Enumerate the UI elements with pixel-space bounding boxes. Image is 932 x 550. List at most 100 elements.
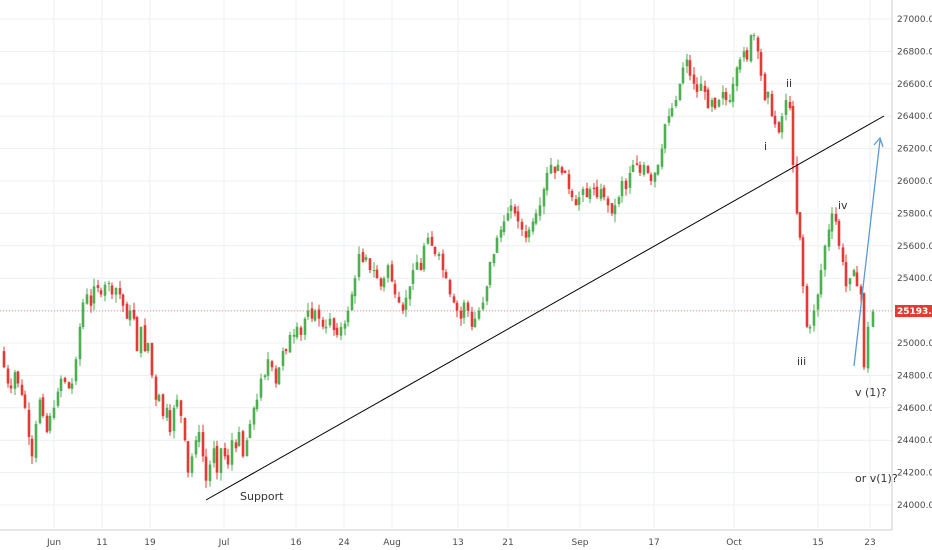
candle-body <box>139 326 143 354</box>
candle-body <box>459 310 463 319</box>
candle-body <box>9 385 13 389</box>
candle <box>292 328 296 344</box>
candle <box>678 83 682 102</box>
candle <box>553 166 557 179</box>
candle <box>473 311 477 328</box>
candle-body <box>306 310 310 317</box>
wave-iii-label: iii <box>797 355 806 368</box>
candle-body <box>52 407 56 418</box>
candle-body <box>357 253 361 277</box>
candle <box>99 287 103 298</box>
candle <box>270 359 274 372</box>
candle-body <box>731 83 735 102</box>
candle-body <box>613 205 617 215</box>
candle <box>215 440 219 480</box>
candle <box>481 296 485 311</box>
candle <box>628 166 632 194</box>
candle <box>777 120 781 134</box>
candle-body <box>570 190 574 198</box>
candle <box>382 276 386 292</box>
candle-body <box>567 174 571 190</box>
candle-body <box>602 187 606 198</box>
candle <box>770 90 774 118</box>
candle <box>670 102 674 118</box>
candle-body <box>332 318 336 331</box>
candle-body <box>321 319 325 327</box>
candle-body <box>175 399 179 407</box>
candle-body <box>48 415 52 431</box>
candle <box>549 157 553 175</box>
candle <box>175 394 179 409</box>
support-trendline <box>205 115 885 501</box>
y-tick-label: 26600.00 <box>897 80 932 90</box>
candle-body <box>110 285 114 295</box>
candle <box>695 77 699 98</box>
y-tick-label: 24600.00 <box>897 404 932 414</box>
candle <box>834 207 838 225</box>
y-tick-label: 26000.00 <box>897 177 932 187</box>
candle-body <box>375 269 379 279</box>
candle-body <box>506 213 510 221</box>
candle-body <box>492 253 496 264</box>
candle-body <box>509 205 513 212</box>
candle-body <box>710 100 714 107</box>
candle-body <box>6 368 10 384</box>
candle <box>538 197 542 221</box>
candle <box>663 123 667 154</box>
candle-body <box>179 400 183 416</box>
candle-body <box>663 124 667 149</box>
candle <box>749 34 753 63</box>
candle-body <box>223 448 227 457</box>
candle-body <box>426 237 430 244</box>
candle <box>531 217 535 235</box>
x-tick-label: 24 <box>338 538 350 548</box>
candle <box>844 254 848 293</box>
wave-iv-label: iv <box>838 199 848 212</box>
y-tick-label: 24800.00 <box>897 371 932 381</box>
candle <box>455 300 459 318</box>
candle-body <box>245 440 249 457</box>
candle-body <box>871 311 875 327</box>
candle-body <box>237 432 241 446</box>
candle-body <box>284 349 288 352</box>
candle-body <box>549 164 553 174</box>
candle-body <box>419 262 423 271</box>
candle <box>274 365 278 388</box>
candle-body <box>78 326 82 360</box>
candle-body <box>263 375 267 378</box>
candle <box>317 304 321 327</box>
candle <box>422 242 426 272</box>
candle <box>63 376 67 384</box>
candle-body <box>841 247 845 262</box>
candle <box>731 77 735 108</box>
candle-body <box>81 302 85 328</box>
x-tick-label: 23 <box>864 538 875 548</box>
candle <box>485 285 489 306</box>
candle-body <box>563 170 567 173</box>
candle-body <box>773 115 777 125</box>
candle-body <box>118 288 122 295</box>
candle-body <box>724 92 728 100</box>
candle-body <box>208 464 212 482</box>
candle-body <box>777 122 781 133</box>
candle <box>808 324 812 334</box>
candle <box>502 215 506 236</box>
candle-body <box>852 270 856 276</box>
x-tick-label: Oct <box>726 538 742 548</box>
candle-body <box>688 60 692 76</box>
candle-body <box>823 245 827 270</box>
candle <box>353 275 357 304</box>
candle-body <box>735 67 739 87</box>
candle-body <box>339 326 343 336</box>
candle-body <box>499 229 503 238</box>
candle <box>404 289 408 317</box>
candle <box>310 301 314 323</box>
candle <box>59 375 63 398</box>
candle <box>871 309 875 328</box>
candle-body <box>660 148 664 167</box>
candle-body <box>610 203 614 214</box>
candle <box>183 417 187 442</box>
candle <box>437 251 441 261</box>
candle-body <box>466 302 470 311</box>
candle <box>520 218 524 237</box>
